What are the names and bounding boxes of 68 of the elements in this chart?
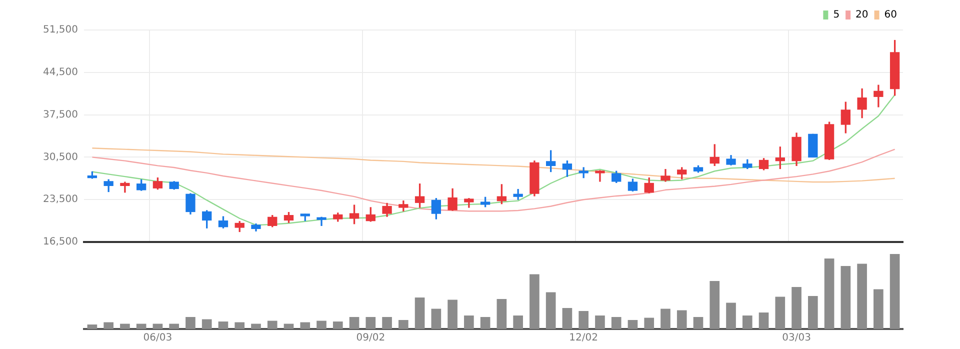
bar xyxy=(136,324,146,329)
bar xyxy=(169,324,180,329)
bar xyxy=(530,274,540,329)
bar xyxy=(186,317,196,329)
y-tick-label: 30,500 xyxy=(43,152,78,163)
candlestick xyxy=(595,170,605,182)
bar xyxy=(316,320,326,329)
bar xyxy=(448,300,458,329)
bar xyxy=(611,317,622,329)
y-tick-label: 51,500 xyxy=(43,24,78,36)
bar xyxy=(562,308,572,329)
bar xyxy=(792,287,802,329)
bar xyxy=(578,311,589,329)
bar xyxy=(202,319,212,329)
bar xyxy=(251,324,261,329)
y-tick-label: 23,500 xyxy=(43,194,78,206)
legend-label: 60 xyxy=(884,10,898,21)
bar xyxy=(480,317,490,329)
bar xyxy=(726,302,736,329)
bar xyxy=(496,299,507,329)
bar xyxy=(742,316,752,329)
bar xyxy=(464,316,474,329)
bar xyxy=(349,317,360,329)
bar xyxy=(676,310,687,329)
bar xyxy=(874,289,884,329)
x-tick-label: 09/02 xyxy=(356,332,386,344)
bar xyxy=(644,318,654,329)
bar xyxy=(857,264,867,329)
y-tick-label: 44,500 xyxy=(43,66,78,78)
x-tick-label: 06/03 xyxy=(143,332,172,344)
bar xyxy=(332,322,343,329)
bar xyxy=(660,308,670,329)
bar xyxy=(120,324,130,329)
bar xyxy=(398,320,408,329)
bar xyxy=(414,298,425,329)
bar xyxy=(840,266,851,329)
legend-label: 20 xyxy=(856,10,868,21)
bar xyxy=(595,316,605,329)
candlestick xyxy=(578,167,588,178)
candlestick xyxy=(464,198,474,208)
bar xyxy=(808,296,818,329)
bar xyxy=(104,322,114,329)
bar xyxy=(284,324,294,329)
candlestick xyxy=(808,134,818,158)
legend-label: 5 xyxy=(833,10,840,21)
bar xyxy=(267,320,278,329)
x-tick-label: 12/02 xyxy=(569,332,598,344)
bar xyxy=(824,258,834,329)
bar xyxy=(775,296,786,329)
bar xyxy=(366,317,376,329)
bar xyxy=(628,320,638,329)
candlestick xyxy=(398,200,408,212)
bar xyxy=(890,254,900,329)
bar xyxy=(758,312,769,329)
bar xyxy=(152,324,163,329)
bar xyxy=(300,322,310,329)
bar xyxy=(546,292,556,329)
bar xyxy=(710,281,720,329)
x-tick-label: 03/03 xyxy=(782,332,811,344)
y-tick-label: 37,500 xyxy=(43,109,78,120)
bar xyxy=(234,322,245,329)
bar xyxy=(87,324,98,329)
bar xyxy=(218,322,228,329)
y-tick-label: 16,500 xyxy=(43,236,78,248)
bar xyxy=(382,317,392,329)
bar xyxy=(431,308,442,329)
bar xyxy=(513,316,523,329)
bar xyxy=(693,317,704,329)
